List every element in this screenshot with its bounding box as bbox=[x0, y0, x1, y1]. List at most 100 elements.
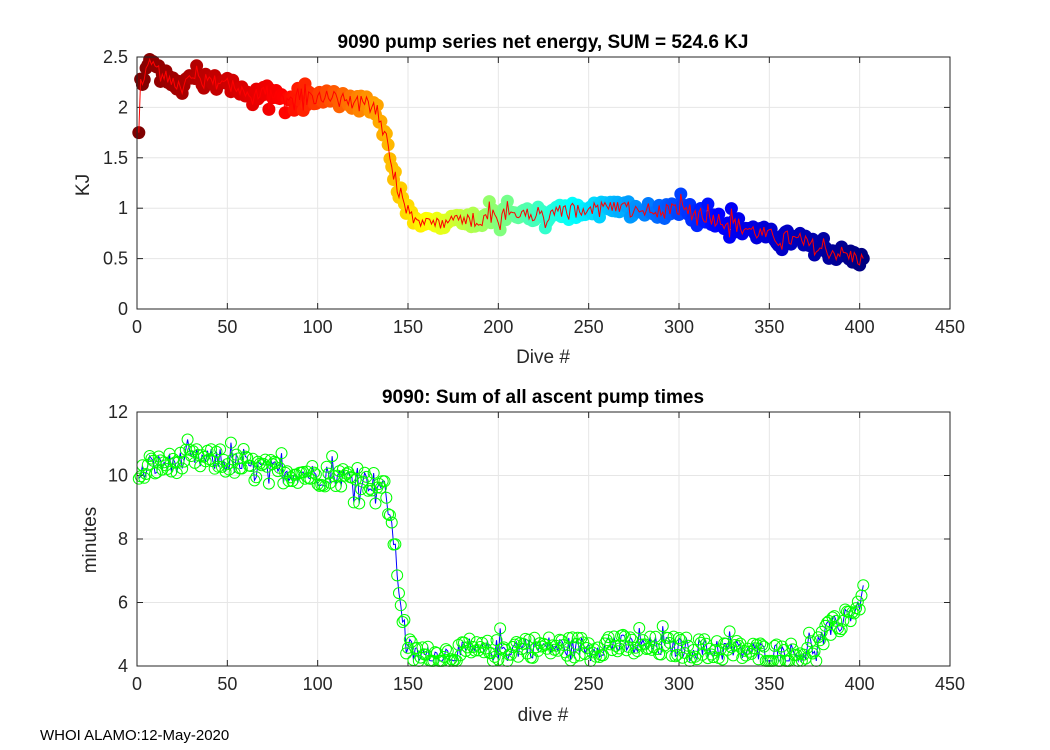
pump-time-marker bbox=[259, 453, 272, 466]
pump-time-marker bbox=[353, 497, 366, 510]
pump-time-marker bbox=[275, 447, 288, 460]
pump-time-marker bbox=[326, 450, 339, 463]
chart-title: 9090 pump series net energy, SUM = 524.6… bbox=[338, 32, 749, 53]
pump-time-marker bbox=[568, 651, 581, 664]
pump-time-marker bbox=[286, 474, 299, 487]
pump-time-marker bbox=[374, 481, 387, 494]
pump-time-chart: 9090: Sum of all ascent pump times dive … bbox=[80, 387, 965, 726]
pump-time-marker bbox=[709, 644, 722, 657]
pump-time-marker bbox=[566, 631, 579, 644]
pump-time-marker bbox=[674, 633, 687, 646]
y-axis-label: minutes bbox=[80, 507, 101, 574]
pump-time-marker bbox=[485, 647, 498, 660]
pump-time-marker bbox=[851, 595, 864, 608]
x-tick-label: 150 bbox=[393, 317, 423, 337]
pump-time-marker bbox=[313, 479, 326, 492]
y-tick-label: 4 bbox=[118, 656, 128, 676]
x-tick-label: 300 bbox=[664, 317, 694, 337]
pump-time-marker bbox=[667, 630, 680, 643]
x-tick-label: 200 bbox=[483, 317, 513, 337]
pump-time-marker bbox=[785, 637, 798, 650]
pump-time-marker bbox=[815, 625, 828, 638]
pump-time-marker bbox=[385, 516, 398, 529]
pump-time-marker bbox=[320, 460, 333, 473]
y-tick-label: 10 bbox=[108, 466, 128, 486]
pump-time-marker bbox=[362, 484, 375, 497]
x-tick-label: 100 bbox=[303, 674, 333, 694]
x-tick-label: 50 bbox=[217, 317, 237, 337]
pump-time-marker bbox=[391, 569, 404, 582]
pump-time-marker bbox=[176, 462, 189, 475]
x-tick-label: 0 bbox=[132, 317, 142, 337]
x-tick-label: 100 bbox=[303, 317, 333, 337]
pump-time-marker bbox=[439, 643, 452, 656]
pump-time-marker bbox=[250, 471, 263, 484]
pump-time-marker bbox=[309, 468, 322, 481]
pump-time-marker bbox=[853, 603, 866, 616]
pump-time-marker bbox=[382, 508, 395, 521]
pump-time-marker bbox=[494, 622, 507, 635]
pump-time-marker bbox=[676, 651, 689, 664]
pump-time-marker bbox=[656, 620, 669, 633]
x-axis-label: dive # bbox=[518, 705, 569, 726]
pump-time-marker bbox=[380, 491, 393, 504]
x-tick-label: 350 bbox=[754, 674, 784, 694]
pump-time-marker bbox=[589, 650, 602, 663]
pump-time-marker bbox=[214, 443, 227, 456]
y-tick-label: 1 bbox=[118, 198, 128, 218]
pump-time-marker bbox=[606, 644, 619, 657]
x-tick-label: 450 bbox=[935, 317, 965, 337]
x-axis-label: Dive # bbox=[516, 347, 570, 368]
pump-time-marker bbox=[237, 443, 250, 456]
pump-time-marker bbox=[611, 645, 624, 658]
x-tick-label: 450 bbox=[935, 674, 965, 694]
pump-time-marker bbox=[403, 633, 416, 646]
energy-chart: 9090 pump series net energy, SUM = 524.6… bbox=[73, 32, 965, 368]
pump-time-marker bbox=[705, 648, 718, 661]
pump-time-marker bbox=[627, 647, 640, 660]
pump-time-marker bbox=[280, 465, 293, 478]
pump-time-marker bbox=[613, 642, 626, 655]
pump-time-marker bbox=[241, 451, 254, 464]
y-tick-label: 1.5 bbox=[103, 148, 128, 168]
pump-time-marker bbox=[523, 633, 536, 646]
pump-time-marker bbox=[481, 634, 494, 647]
x-tick-label: 350 bbox=[754, 317, 784, 337]
pump-time-marker bbox=[172, 455, 185, 468]
pump-time-marker bbox=[145, 452, 158, 465]
pump-time-marker bbox=[669, 650, 682, 663]
pump-time-marker bbox=[463, 632, 476, 645]
pump-time-marker bbox=[262, 477, 275, 490]
pump-time-marker bbox=[716, 653, 729, 666]
y-axis-label: KJ bbox=[73, 174, 94, 196]
pump-time-marker bbox=[416, 641, 429, 654]
pump-time-marker bbox=[846, 606, 859, 619]
footer-credit: WHOI ALAMO:12-May-2020 bbox=[40, 727, 230, 744]
pump-time-marker bbox=[338, 469, 351, 482]
pump-time-marker bbox=[248, 474, 261, 487]
axes-frame bbox=[136, 411, 951, 667]
pump-time-marker bbox=[398, 613, 411, 626]
pump-time-marker bbox=[597, 649, 610, 662]
pump-time-marker bbox=[210, 445, 223, 458]
y-tick-label: 6 bbox=[118, 593, 128, 613]
y-tick-label: 0 bbox=[118, 299, 128, 319]
pump-time-marker bbox=[490, 634, 503, 647]
pump-time-marker bbox=[492, 653, 505, 666]
pump-time-marker bbox=[689, 650, 702, 663]
pump-time-marker bbox=[817, 638, 830, 651]
pump-time-marker bbox=[830, 614, 843, 627]
pump-time-marker bbox=[618, 630, 631, 643]
axes-frame bbox=[136, 56, 951, 310]
pump-time-marker bbox=[378, 475, 391, 488]
x-tick-label: 250 bbox=[574, 674, 604, 694]
y-tick-label: 8 bbox=[118, 529, 128, 549]
x-tick-label: 200 bbox=[483, 674, 513, 694]
pump-time-marker bbox=[826, 611, 839, 624]
x-tick-label: 0 bbox=[132, 674, 142, 694]
pump-time-marker bbox=[219, 465, 232, 478]
pump-time-marker bbox=[308, 466, 321, 479]
pump-time-marker bbox=[806, 647, 819, 660]
pump-time-marker bbox=[224, 436, 237, 449]
